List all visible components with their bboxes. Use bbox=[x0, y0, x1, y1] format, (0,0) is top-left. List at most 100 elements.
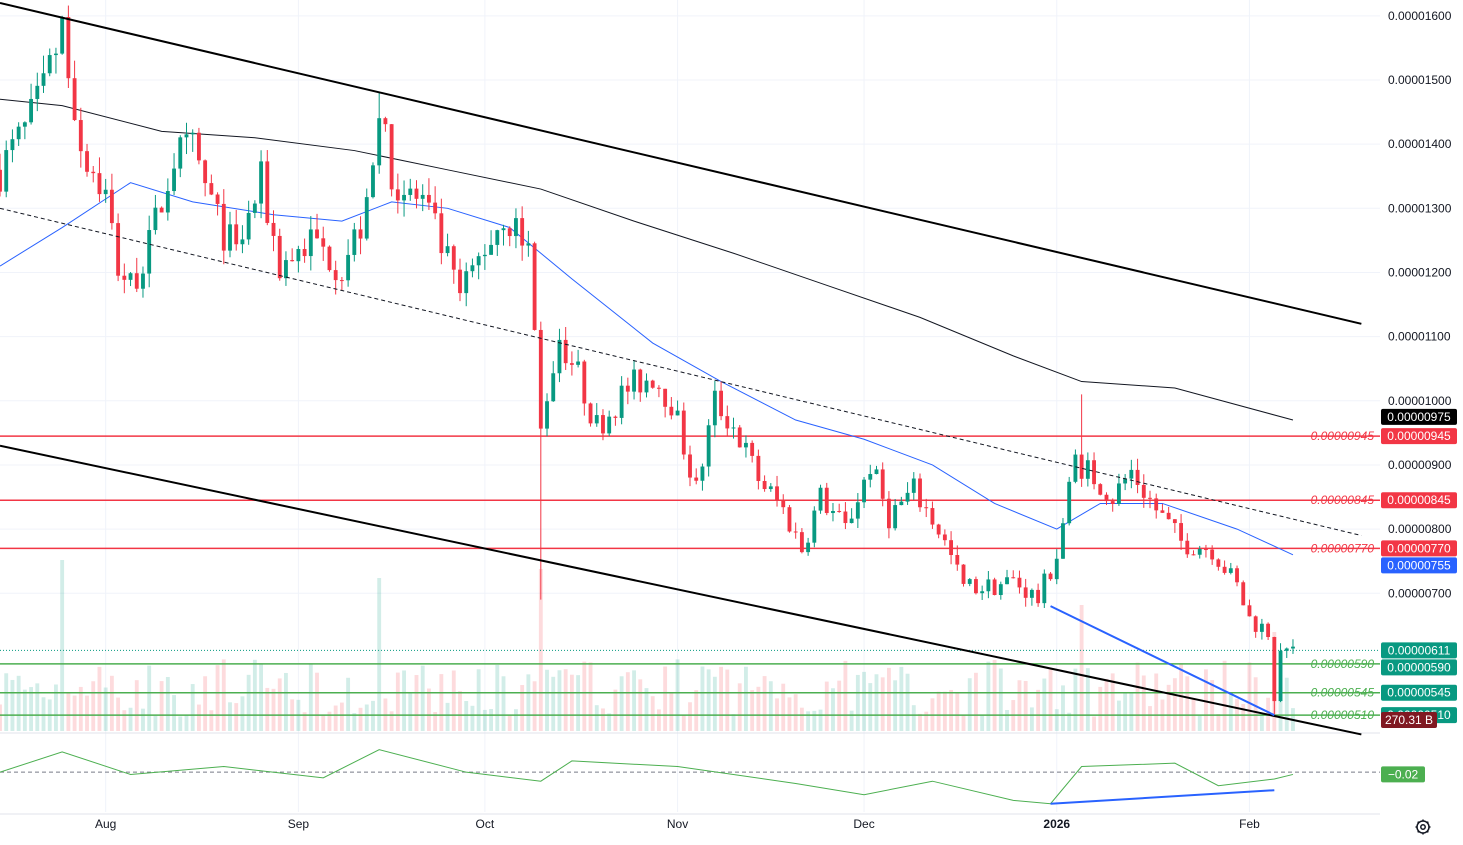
candle-body bbox=[918, 478, 922, 508]
volume-bar bbox=[147, 665, 152, 731]
candle-body bbox=[1154, 498, 1159, 511]
gear-icon[interactable] bbox=[1414, 818, 1432, 836]
candle-body bbox=[980, 591, 985, 594]
candle-body bbox=[1036, 589, 1041, 604]
candle-body bbox=[259, 161, 264, 204]
volume-bar bbox=[1067, 712, 1072, 731]
oscillator-badge[interactable] bbox=[1381, 766, 1425, 783]
volume-bar bbox=[85, 695, 89, 731]
candle-body bbox=[855, 502, 860, 519]
volume-bar bbox=[1061, 685, 1065, 731]
volume-bar bbox=[955, 693, 960, 731]
candle-body bbox=[911, 478, 916, 493]
volume-bar bbox=[1284, 677, 1289, 731]
candle-body bbox=[315, 229, 319, 239]
volume-bar bbox=[209, 710, 214, 731]
candle-body bbox=[613, 416, 618, 418]
candle-body bbox=[358, 229, 363, 239]
candle-body bbox=[744, 442, 748, 448]
price-badge[interactable] bbox=[1381, 659, 1457, 676]
price-badge[interactable] bbox=[1381, 408, 1457, 425]
candle-body bbox=[1291, 646, 1295, 649]
price-badge[interactable] bbox=[1381, 684, 1457, 701]
volume-bar bbox=[1054, 709, 1059, 731]
volume-bar bbox=[78, 686, 83, 731]
candle-body bbox=[545, 401, 549, 429]
volume-bar bbox=[501, 676, 506, 731]
price-badge[interactable] bbox=[1381, 642, 1457, 659]
volume-bar bbox=[1259, 713, 1264, 731]
volume-bar bbox=[408, 693, 413, 731]
volume-bar bbox=[725, 669, 730, 731]
candle-body bbox=[998, 584, 1003, 596]
candle-body bbox=[569, 363, 574, 365]
volume-bar bbox=[371, 700, 375, 731]
volume-bar bbox=[893, 680, 898, 731]
candle-body bbox=[1197, 549, 1202, 555]
trendline[interactable] bbox=[0, 444, 1362, 736]
volume-bar bbox=[464, 701, 469, 731]
volume-bar bbox=[514, 709, 518, 731]
volume-bar bbox=[1166, 684, 1171, 731]
price-badge[interactable] bbox=[1381, 492, 1457, 509]
volume-bar bbox=[29, 687, 34, 731]
trendline[interactable] bbox=[0, 2, 1362, 325]
candle-body bbox=[886, 498, 891, 529]
volume-badge[interactable] bbox=[1381, 712, 1437, 728]
volume-bar bbox=[402, 670, 406, 731]
candle-body bbox=[1222, 566, 1227, 573]
divergence-line[interactable] bbox=[1050, 605, 1275, 717]
candle-body bbox=[302, 249, 307, 257]
volume-bar bbox=[1085, 668, 1090, 731]
candle-body bbox=[228, 224, 232, 251]
volume-bar bbox=[818, 709, 823, 731]
volume-bar bbox=[1197, 715, 1202, 731]
volume-bar bbox=[750, 690, 755, 731]
volume-bar bbox=[998, 668, 1003, 731]
candle-body bbox=[495, 230, 500, 245]
candle-body bbox=[134, 273, 139, 289]
candle-body bbox=[576, 361, 581, 365]
volume-bar bbox=[974, 672, 978, 731]
volume-bar bbox=[190, 684, 195, 731]
volume-bar bbox=[1104, 678, 1109, 731]
candle-body bbox=[147, 230, 152, 274]
oscillator-divergence-line[interactable] bbox=[1050, 789, 1275, 805]
time-axis[interactable]: Aug Sep Oct Nov Dec 2026 Feb bbox=[95, 817, 1260, 831]
price-badge[interactable] bbox=[1381, 428, 1457, 445]
support-level-label: 0.00000545 bbox=[1311, 686, 1375, 700]
volume-bar bbox=[458, 691, 462, 731]
candle-body bbox=[209, 183, 214, 195]
candle-body bbox=[787, 507, 792, 532]
candle-body bbox=[532, 243, 537, 330]
price-badge-label: 0.00000845 bbox=[1387, 493, 1451, 507]
candle-body bbox=[0, 169, 2, 192]
candle-body bbox=[967, 579, 972, 584]
candle-body bbox=[619, 385, 624, 418]
candle-body bbox=[1135, 469, 1140, 485]
volume-bar bbox=[333, 705, 338, 731]
candle-body bbox=[308, 229, 313, 257]
volume-bar bbox=[1185, 676, 1190, 731]
volume-bar bbox=[843, 660, 848, 731]
candle-body bbox=[893, 505, 898, 529]
price-tick-label: 0.00001200 bbox=[1388, 265, 1452, 279]
price-axis[interactable]: 0.00001600 0.00001500 0.00001400 0.00001300… bbox=[1388, 9, 1452, 600]
candle-body bbox=[184, 134, 189, 138]
price-badge[interactable] bbox=[1381, 540, 1457, 557]
oscillator-pane bbox=[0, 749, 1380, 805]
candle-body bbox=[141, 273, 145, 289]
volume-bar bbox=[520, 685, 525, 731]
volume-bar bbox=[1123, 693, 1128, 731]
volume-bar bbox=[339, 702, 344, 731]
volume-bar bbox=[737, 683, 742, 731]
price-badge[interactable] bbox=[1381, 557, 1457, 574]
candle-body bbox=[1073, 454, 1078, 482]
candle-body bbox=[1079, 454, 1084, 479]
volume-bar bbox=[918, 713, 922, 731]
volume-bar bbox=[675, 659, 680, 731]
trendline[interactable] bbox=[0, 207, 1362, 537]
volume-bar bbox=[159, 681, 164, 731]
